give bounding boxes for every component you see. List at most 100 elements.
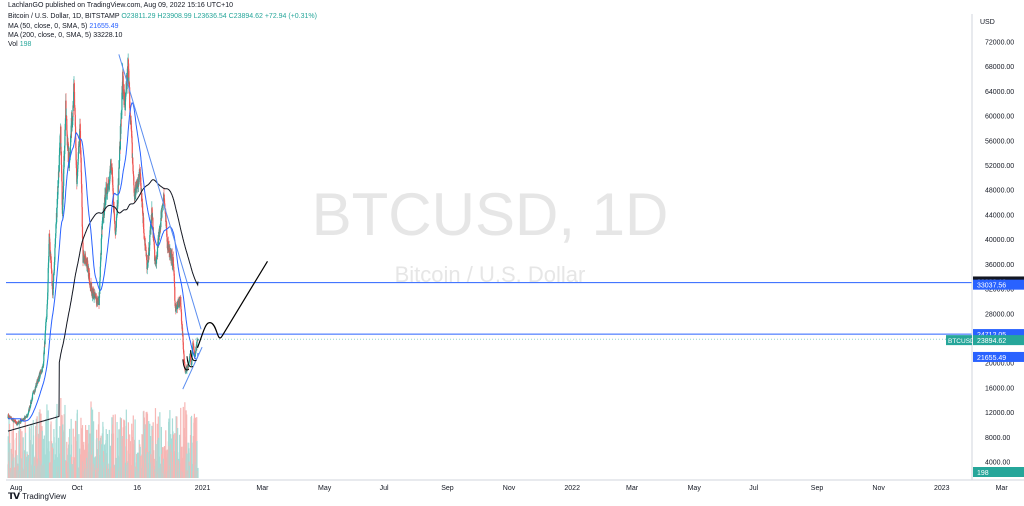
volume-bar: [157, 437, 160, 478]
candle-body: [48, 243, 50, 257]
candle-body: [180, 296, 182, 307]
candle-body: [55, 224, 57, 234]
candle-body: [183, 354, 185, 362]
candle-body: [112, 192, 115, 207]
candle-body: [168, 246, 170, 253]
volume-bar: [22, 437, 24, 478]
candle-body: [56, 198, 58, 208]
volume-bar: [109, 445, 111, 478]
volume-bar: [145, 412, 147, 478]
volume-bar: [62, 424, 64, 478]
volume-bar: [53, 437, 55, 478]
candle-body: [60, 126, 62, 154]
candle-body: [44, 334, 46, 344]
volume-bar: [65, 461, 67, 478]
volume-bar: [180, 407, 182, 478]
candle-body: [128, 71, 130, 84]
candle-body: [143, 232, 145, 239]
volume-bar: [92, 421, 95, 478]
candle-body: [27, 414, 29, 416]
candle-body: [80, 172, 83, 184]
symbol-title[interactable]: Bitcoin / U.S. Dollar, 1D, BITSTAMP: [8, 13, 120, 20]
candle-body: [41, 366, 43, 372]
candle-body: [29, 406, 31, 410]
candle-body: [121, 92, 123, 111]
candle-body: [80, 147, 82, 155]
volume-bar: [90, 407, 93, 478]
price-label-box: [973, 279, 1024, 290]
x-tick-label: Mar: [996, 485, 1009, 492]
candle-body: [190, 361, 192, 365]
candle-body: [174, 300, 176, 307]
user-drawings[interactable]: [118, 54, 268, 390]
volume-bar: [21, 451, 23, 478]
candle-body: [134, 191, 136, 200]
axes: USD 72000.00 68000.00 64000.00 60000.00 56000…: [6, 14, 1024, 492]
volume-bar: [24, 432, 27, 478]
y-tick-label: 36000.00: [985, 262, 1014, 269]
candle-body: [166, 230, 168, 237]
ma200-legend-row[interactable]: MA (200, close, 0, SMA, 5) 33228.10: [8, 31, 122, 40]
candle-body: [51, 274, 53, 286]
candle-body: [88, 273, 91, 285]
candle-body: [191, 360, 193, 365]
candle-body: [72, 101, 75, 108]
volume-bar: [193, 413, 195, 478]
volume-bar: [160, 426, 162, 478]
ma50-legend-row[interactable]: MA (50, close, 0, SMA, 5) 21655.49: [8, 22, 119, 31]
volume-bar: [57, 437, 60, 478]
x-tick-label: Oct: [72, 485, 83, 492]
volume-bar: [14, 450, 17, 478]
candle-body: [53, 273, 55, 282]
candle-body: [20, 421, 22, 423]
candle-body: [143, 217, 145, 230]
horizontal-levels[interactable]: [6, 282, 972, 340]
volume-bar: [76, 409, 78, 478]
volume-bar: [79, 448, 81, 478]
volume-value: 198: [19, 41, 32, 48]
candle-body: [43, 346, 45, 355]
candle-body: [61, 181, 63, 205]
volume-bar: [123, 420, 126, 478]
symbol-legend-row: Bitcoin / U.S. Dollar, 1D, BITSTAMP O238…: [8, 12, 317, 21]
volume-bar: [155, 444, 157, 478]
y-tick-label: 40000.00: [985, 237, 1014, 244]
candle-body: [57, 186, 59, 199]
volume-bar: [89, 433, 91, 478]
volume-bar: [182, 406, 184, 478]
candle-body: [174, 286, 176, 301]
candle-body: [122, 71, 124, 77]
price-label-text: 198: [977, 470, 989, 477]
candle-body: [147, 262, 149, 268]
bottom-curve-drawing: [182, 359, 190, 371]
candle-body: [22, 419, 24, 421]
candle-body: [189, 356, 191, 359]
candle-body: [65, 100, 67, 117]
candle-body: [28, 410, 30, 413]
candle-body: [81, 226, 84, 238]
y-tick-label: 60000.00: [985, 114, 1014, 121]
volume-label: Vol: [8, 41, 18, 48]
candle-body: [153, 245, 156, 250]
candle-body: [53, 262, 56, 271]
bottom-curve-drawing: [186, 356, 194, 368]
candle-body: [47, 281, 49, 293]
volume-legend-row[interactable]: Vol 198: [8, 40, 31, 49]
volume-bar: [136, 452, 139, 478]
candle-body: [122, 76, 124, 90]
candle-body: [68, 162, 70, 168]
candle-body: [75, 137, 77, 149]
candle-body: [140, 177, 142, 186]
volume-bar: [153, 450, 155, 478]
candle-body: [31, 399, 33, 403]
x-tick-label: 2021: [195, 485, 211, 492]
volume-bar: [108, 429, 110, 478]
volume-bar: [162, 458, 165, 478]
candle-body: [131, 142, 133, 159]
x-tick-label: Jul: [380, 485, 389, 492]
candle-body: [127, 59, 129, 69]
x-tick-label: 16: [133, 485, 141, 492]
candle-body: [66, 118, 68, 131]
candle-body: [156, 244, 159, 257]
